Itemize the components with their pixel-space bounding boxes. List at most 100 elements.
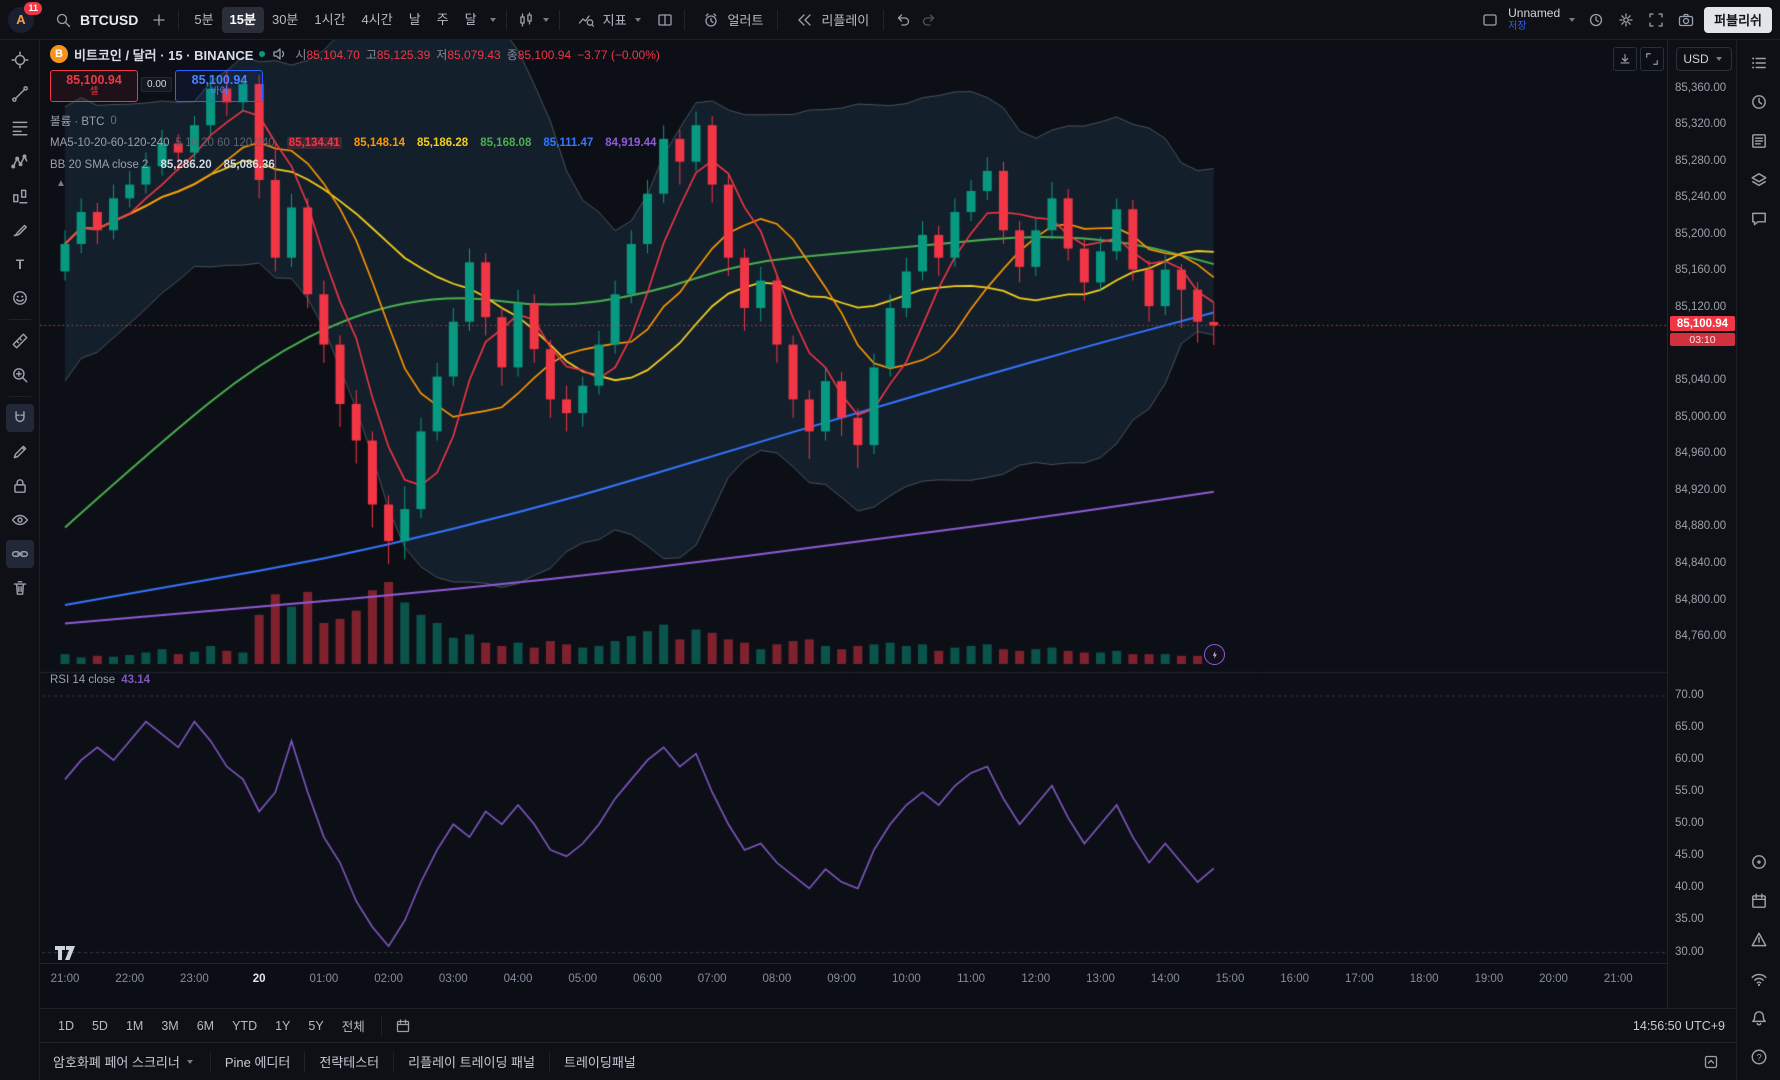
grid-layout-icon[interactable] (653, 8, 677, 32)
fullscreen-icon[interactable] (1644, 8, 1668, 32)
sidebar-watchlist-button[interactable] (1744, 48, 1774, 78)
layout-menu-caret[interactable] (1569, 17, 1576, 22)
sidebar-streams-button[interactable] (1744, 964, 1774, 994)
hide-drawings-tool-button[interactable] (6, 506, 34, 534)
range-button-5d[interactable]: 5D (91, 1018, 108, 1033)
sync-drawings-tool-button[interactable] (5, 540, 34, 568)
search-icon (51, 8, 75, 32)
xabcd-pattern-tool-button[interactable] (6, 148, 34, 176)
sidebar-calendar-button[interactable] (1744, 886, 1774, 916)
maximize-pane-button[interactable] (1640, 47, 1664, 71)
time-label: 10:00 (891, 973, 921, 985)
sidebar-chat-button[interactable] (1744, 204, 1774, 234)
sidebar-screener-button[interactable] (1744, 847, 1774, 877)
user-avatar[interactable]: A 11 (8, 1, 42, 33)
fib-icon (8, 116, 32, 140)
ruler-icon (8, 329, 32, 353)
chart-legend-row[interactable]: B 비트코인 / 달러 · 15 · BINANCE 시85,104.70 고85… (50, 45, 666, 63)
go-to-date-icon[interactable] (391, 1014, 415, 1038)
legend-collapse-button[interactable]: ▲ (56, 178, 66, 189)
ohlc-close: 85,100.94 (517, 47, 572, 62)
zoom-in-tool-button[interactable] (6, 361, 34, 389)
footer-tab-pair-screener[interactable]: 암호화폐 페어 스크리너 (53, 1051, 211, 1072)
emoji-tool-button[interactable] (6, 284, 34, 312)
footer-tab-replay-trading-panel[interactable]: 리플레이 트레이딩 패널 (394, 1051, 550, 1072)
save-label[interactable]: 저장 (1508, 20, 1527, 32)
timeframe-button-5m[interactable]: 5분 (194, 11, 214, 27)
timeframe-button-1M[interactable]: 달 (464, 11, 477, 27)
timeframe-menu-caret[interactable] (489, 17, 496, 22)
buy-sell-widget: 85,100.94 셀 0.00 85,100.94 바이 (50, 70, 264, 103)
history-clock-icon[interactable] (1584, 8, 1608, 32)
alert-button[interactable]: 얼러트 (692, 7, 771, 33)
layout-name-block[interactable]: Unnamed 저장 (1508, 7, 1560, 32)
instant-order-lightning-icon[interactable] (1204, 644, 1225, 665)
layout-icon[interactable] (1478, 8, 1502, 32)
text-tool-button[interactable]: T (6, 250, 34, 278)
snapshot-camera-icon[interactable] (1674, 8, 1698, 32)
publish-button[interactable]: 퍼블리쉬 (1704, 6, 1772, 33)
sidebar-object-tree-button[interactable] (1744, 165, 1774, 195)
range-button-1y[interactable]: 1Y (275, 1018, 291, 1033)
range-button-1m[interactable]: 1M (125, 1018, 144, 1033)
rsi-tick: 60.00 (1675, 753, 1704, 766)
tradingview-logo[interactable] (55, 946, 79, 963)
sidebar-alerts-log-button[interactable] (1744, 87, 1774, 117)
undo-icon[interactable] (891, 8, 915, 32)
clock-display[interactable]: 14:56:50 UTC+9 (1632, 1018, 1725, 1033)
settings-gear-icon[interactable] (1614, 8, 1638, 32)
crosshair-tool-button[interactable] (6, 46, 34, 74)
timeframe-button-1d[interactable]: 날 (408, 11, 421, 27)
speaker-icon[interactable] (271, 45, 289, 63)
panel-toggle-icon[interactable] (1699, 1050, 1723, 1074)
lock-drawings-tool-button[interactable] (6, 472, 34, 500)
timeframe-button-30m[interactable]: 30분 (271, 11, 299, 27)
price-axis[interactable]: USD 85,100.94 03:10 85,360.00 85,320.00 85… (1667, 39, 1738, 1008)
trend-line-tool-button[interactable] (6, 80, 34, 108)
compare-add-icon[interactable] (147, 8, 171, 32)
fib-retracement-tool-button[interactable] (6, 114, 34, 142)
measure-tool-button[interactable] (6, 327, 34, 355)
range-button-6m[interactable]: 6M (196, 1018, 215, 1033)
sidebar-notifications-button[interactable] (1744, 1003, 1774, 1033)
timeframe-button-4h[interactable]: 4시간 (361, 11, 393, 27)
time-axis[interactable]: 21:00 22:00 23:00 20 01:00 02:00 03:00 04:00 05:… (40, 963, 1667, 1009)
symbol-search-button[interactable]: BTCUSD (44, 7, 145, 33)
brush-tool-button[interactable] (6, 216, 34, 244)
sell-button[interactable]: 85,100.94 셀 (50, 70, 138, 103)
magnet-tool-button[interactable] (5, 404, 34, 432)
volume-legend-row[interactable]: 볼륨 · BTC 0 (50, 115, 117, 128)
range-button-1d[interactable]: 1D (58, 1018, 74, 1033)
chart-type-caret[interactable] (542, 17, 549, 22)
footer-tab-strategy-tester[interactable]: 전략테스터 (305, 1051, 395, 1072)
ma-legend-row[interactable]: MA5-10-20-60-120-240 5 10 20 60 120 240 … (50, 137, 657, 149)
timeframe-button-1w[interactable]: 주 (436, 11, 449, 27)
chart-type-icon[interactable] (514, 8, 538, 32)
indicators-button[interactable]: 지표 (567, 7, 651, 33)
time-label: 20:00 (1539, 973, 1568, 985)
replay-button[interactable]: 리플레이 (785, 7, 876, 33)
remove-drawings-tool-button[interactable] (6, 574, 34, 602)
sidebar-news-button[interactable] (1744, 126, 1774, 156)
range-button-all[interactable]: 전체 (341, 1020, 365, 1034)
price-chart-canvas[interactable] (40, 40, 1667, 963)
rsi-tick: 55.00 (1675, 785, 1704, 798)
timeframe-button-1h[interactable]: 1시간 (314, 11, 346, 27)
footer-tab-trading-panel[interactable]: 트레이딩패널 (563, 1055, 636, 1070)
range-button-5y[interactable]: 5Y (308, 1018, 324, 1033)
sidebar-help-button[interactable]: ? (1744, 1042, 1774, 1072)
sidebar-ideas-button[interactable] (1744, 925, 1774, 955)
scroll-to-realtime-button[interactable] (1613, 47, 1637, 71)
footer-tab-pine-editor[interactable]: Pine 에디터 (211, 1051, 306, 1072)
buy-button[interactable]: 85,100.94 바이 (175, 70, 264, 103)
forecast-tool-button[interactable] (6, 182, 34, 210)
layers-icon (1747, 168, 1771, 192)
range-button-3m[interactable]: 3M (161, 1018, 179, 1033)
redo-icon[interactable] (917, 8, 941, 32)
currency-toggle-button[interactable]: USD (1676, 47, 1732, 71)
rsi-legend-row[interactable]: RSI 14 close 43.14 (50, 674, 150, 686)
timeframe-button-15m[interactable]: 15분 (221, 6, 264, 33)
drawing-mode-tool-button[interactable] (6, 438, 34, 466)
range-button-ytd[interactable]: YTD (232, 1018, 258, 1033)
bb-legend-row[interactable]: BB 20 SMA close 2 85,286.20 85,086.36 (50, 159, 275, 171)
